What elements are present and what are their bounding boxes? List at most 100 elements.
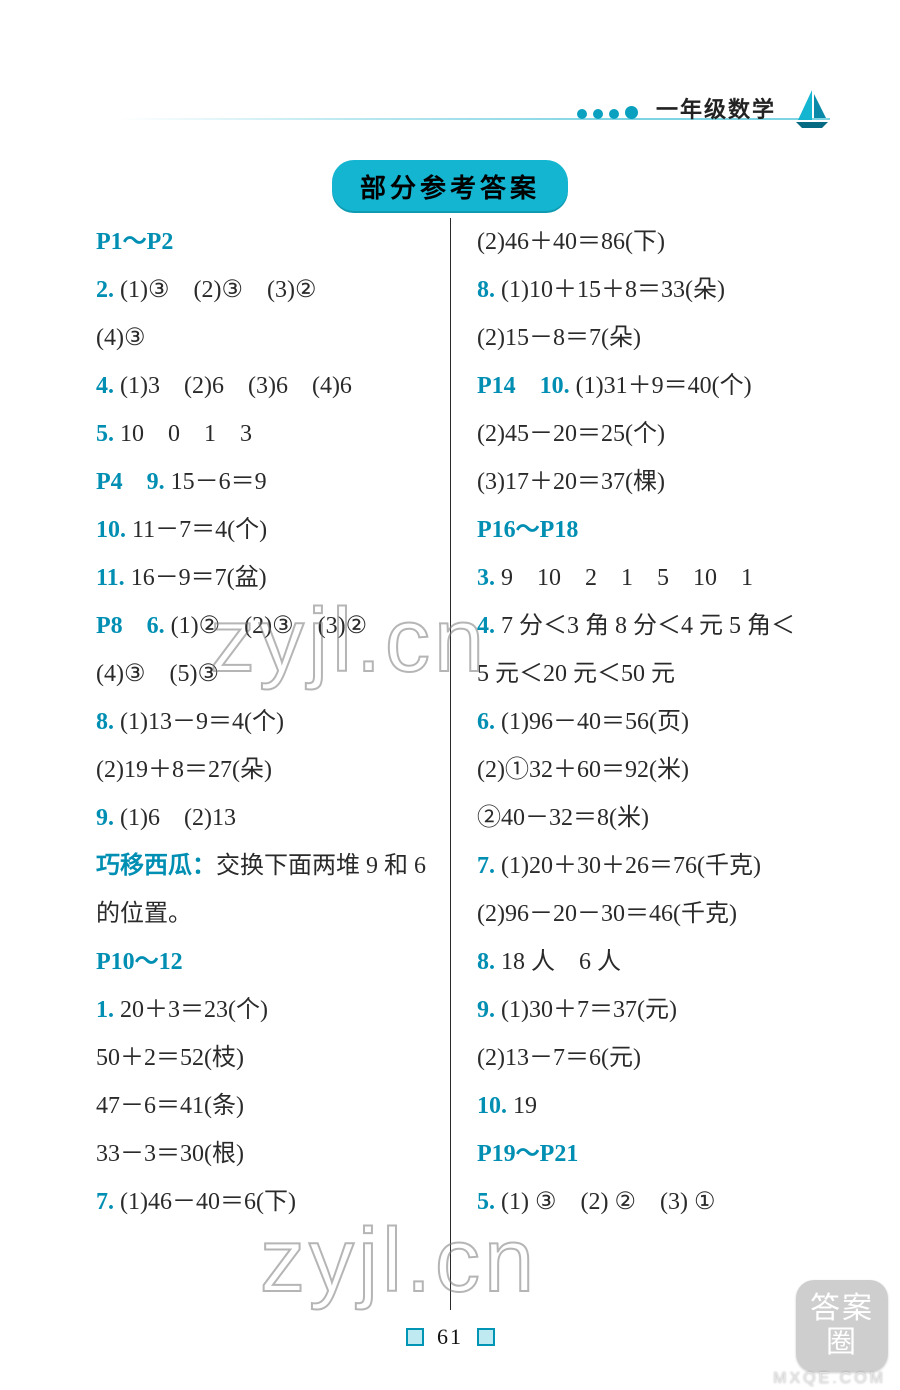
answer-ref: 11. xyxy=(96,565,125,591)
answer-line: (2)45－20＝25(个) xyxy=(477,410,804,458)
answer-text: 的位置。 xyxy=(96,901,192,927)
answer-line: 9. (1)30＋7＝37(元) xyxy=(477,986,804,1034)
footer-box-icon xyxy=(406,1328,424,1346)
answer-line: (4)③ xyxy=(96,314,430,362)
page-number: 61 xyxy=(437,1324,463,1349)
answer-line: 2. (1)③ (2)③ (3)② xyxy=(96,266,430,314)
answer-line: (2)15－8＝7(朵) xyxy=(477,314,804,362)
answer-line: (3)17＋20＝37(棵) xyxy=(477,458,804,506)
answer-text: (1)13－9＝4(个) xyxy=(114,709,284,735)
answer-ref: 8. xyxy=(477,277,495,303)
answer-line: P10～12 xyxy=(96,938,430,986)
corner-badge: 答案圈 xyxy=(796,1280,888,1372)
answer-ref: 2. xyxy=(96,277,114,303)
answer-text: ②40－32＝8(米) xyxy=(477,805,649,831)
answer-ref: P16～P18 xyxy=(477,517,578,543)
answer-line: P19～P21 xyxy=(477,1130,804,1178)
answer-ref: 7. xyxy=(96,1189,114,1215)
answer-ref: P14 10. xyxy=(477,373,570,399)
answer-text: (1)31＋9＝40(个) xyxy=(570,373,752,399)
answer-line: (2)①32＋60＝92(米) xyxy=(477,746,804,794)
answer-text: (4)③ (5)③ xyxy=(96,661,219,687)
answer-ref: 8. xyxy=(477,949,495,975)
answer-ref: 5. xyxy=(96,421,114,447)
answer-text: (2)15－8＝7(朵) xyxy=(477,325,641,351)
answer-line: 6. (1)96－40＝56(页) xyxy=(477,698,804,746)
answer-line: P14 10. (1)31＋9＝40(个) xyxy=(477,362,804,410)
left-column: P1～P2 2. (1)③ (2)③ (3)② (4)③ 4. (1)3 (2)6 (… xyxy=(96,218,450,1310)
answer-ref: 8. xyxy=(96,709,114,735)
answer-line: 11. 16－9＝7(盆) xyxy=(96,554,430,602)
answer-line: (4)③ (5)③ xyxy=(96,650,430,698)
answer-text: (1)3 (2)6 (3)6 (4)6 xyxy=(114,373,352,399)
answer-ref: 巧移西瓜： xyxy=(96,853,216,879)
answer-text: (4)③ xyxy=(96,325,146,351)
answer-text: (2)①32＋60＝92(米) xyxy=(477,757,689,783)
answer-text: (1)② (2)③ (3)② xyxy=(165,613,368,639)
answer-line: 33－3＝30(根) xyxy=(96,1130,430,1178)
answer-text: 16－9＝7(盆) xyxy=(125,565,267,591)
answer-ref: 5. xyxy=(477,1189,495,1215)
answer-ref: 7. xyxy=(477,853,495,879)
answer-line: (2)46＋40＝86(下) xyxy=(477,218,804,266)
answer-text: (2)96－20－30＝46(千克) xyxy=(477,901,737,927)
answer-line: (2)13－7＝6(元) xyxy=(477,1034,804,1082)
answer-line: 9. (1)6 (2)13 xyxy=(96,794,430,842)
page-footer: 61 xyxy=(0,1324,900,1350)
answer-text: 15－6＝9 xyxy=(165,469,267,495)
answer-text: 5 元＜20 元＜50 元 xyxy=(477,661,675,687)
answer-line: 巧移西瓜：交换下面两堆 9 和 6 xyxy=(96,842,430,890)
answer-ref: P19～P21 xyxy=(477,1141,578,1167)
answer-ref: P4 9. xyxy=(96,469,165,495)
answer-ref: P1～P2 xyxy=(96,229,173,255)
answer-line: 4. (1)3 (2)6 (3)6 (4)6 xyxy=(96,362,430,410)
answer-line: 4. 7 分＜3 角 8 分＜4 元 5 角＜ xyxy=(477,602,804,650)
answer-ref: 10. xyxy=(477,1093,507,1119)
answer-text: (1)20＋30＋26＝76(千克) xyxy=(495,853,761,879)
answer-line: 5 元＜20 元＜50 元 xyxy=(477,650,804,698)
answer-line: 7. (1)20＋30＋26＝76(千克) xyxy=(477,842,804,890)
answer-line: 5. 10 0 1 3 xyxy=(96,410,430,458)
answers-title-pill: 部分参考答案 xyxy=(332,160,568,213)
answer-text: 47－6＝41(条) xyxy=(96,1093,244,1119)
answer-text: 50＋2＝52(枝) xyxy=(96,1045,244,1071)
answer-line: 10. 11－7＝4(个) xyxy=(96,506,430,554)
answer-ref: 1. xyxy=(96,997,114,1023)
answer-ref: 9. xyxy=(477,997,495,1023)
answer-line: 50＋2＝52(枝) xyxy=(96,1034,430,1082)
answer-line: 8. (1)13－9＝4(个) xyxy=(96,698,430,746)
answer-line: 7. (1)46－40＝6(下) xyxy=(96,1178,430,1226)
page-header: 一年级数学 xyxy=(577,88,830,128)
answer-text: (1)③ (2)③ (3)② xyxy=(114,277,317,303)
answer-text: 20＋3＝23(个) xyxy=(114,997,268,1023)
answer-text: 7 分＜3 角 8 分＜4 元 5 角＜ xyxy=(495,613,795,639)
sailboat-icon xyxy=(794,88,830,128)
answer-line: 的位置。 xyxy=(96,890,430,938)
answer-text: (1)46－40＝6(下) xyxy=(114,1189,296,1215)
answer-line: ②40－32＝8(米) xyxy=(477,794,804,842)
answer-ref: 6. xyxy=(477,709,495,735)
answer-text: 11－7＝4(个) xyxy=(126,517,267,543)
answer-ref: 9. xyxy=(96,805,114,831)
answer-line: (2)96－20－30＝46(千克) xyxy=(477,890,804,938)
answer-ref: P8 6. xyxy=(96,613,165,639)
answer-text: 9 10 2 1 5 10 1 xyxy=(495,565,753,591)
answer-line: P8 6. (1)② (2)③ (3)② xyxy=(96,602,430,650)
subject-label: 一年级数学 xyxy=(656,92,776,124)
answer-line: P16～P18 xyxy=(477,506,804,554)
answer-line: 5. (1) ③ (2) ② (3) ① xyxy=(477,1178,804,1226)
answer-ref: 10. xyxy=(96,517,126,543)
answer-line: 8. (1)10＋15＋8＝33(朵) xyxy=(477,266,804,314)
answer-line: 1. 20＋3＝23(个) xyxy=(96,986,430,1034)
answer-text: (1)10＋15＋8＝33(朵) xyxy=(495,277,725,303)
page-root: 一年级数学 部分参考答案 P1～P2 2. (1)③ (2)③ (3)② (4)③ 4… xyxy=(0,0,900,1390)
answer-text: (1)96－40＝56(页) xyxy=(495,709,689,735)
answer-ref: P10～12 xyxy=(96,949,183,975)
corner-badge-text: 答案圈 xyxy=(796,1292,888,1360)
answer-text: (2)45－20＝25(个) xyxy=(477,421,665,447)
answer-line: 10. 19 xyxy=(477,1082,804,1130)
right-column: (2)46＋40＝86(下)8. (1)10＋15＋8＝33(朵)(2)15－8… xyxy=(450,218,804,1310)
header-dots-decoration xyxy=(577,97,638,119)
answer-text: 交换下面两堆 9 和 6 xyxy=(216,853,426,879)
answer-text: (2)19＋8＝27(朵) xyxy=(96,757,272,783)
